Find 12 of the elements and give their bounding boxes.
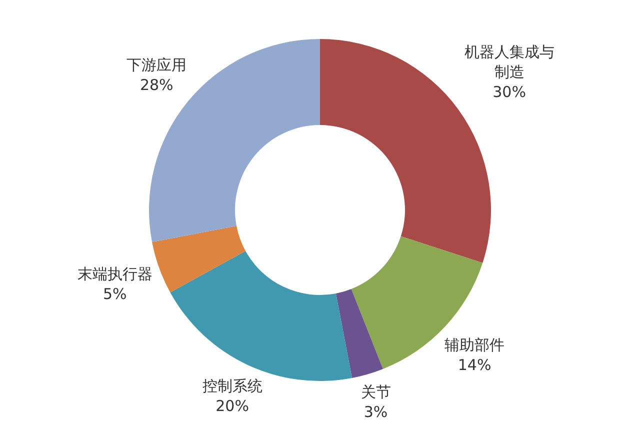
data-label: 5% bbox=[102, 284, 128, 304]
slice-label: 控制系统 bbox=[202, 376, 262, 396]
slice-label: 末端执行器 bbox=[77, 264, 152, 284]
data-label: 14% bbox=[456, 355, 492, 376]
data-label: 20% bbox=[214, 396, 250, 416]
data-label: 30% bbox=[492, 82, 527, 102]
slice-label: 辅助部件 bbox=[444, 335, 505, 356]
data-label: 3% bbox=[362, 402, 389, 422]
slice-label: 关节 bbox=[360, 382, 391, 402]
slice-label: 下游应用 bbox=[126, 54, 187, 75]
slice-label: 机器人集成与制造 bbox=[463, 42, 556, 82]
data-label: 28% bbox=[138, 74, 174, 95]
